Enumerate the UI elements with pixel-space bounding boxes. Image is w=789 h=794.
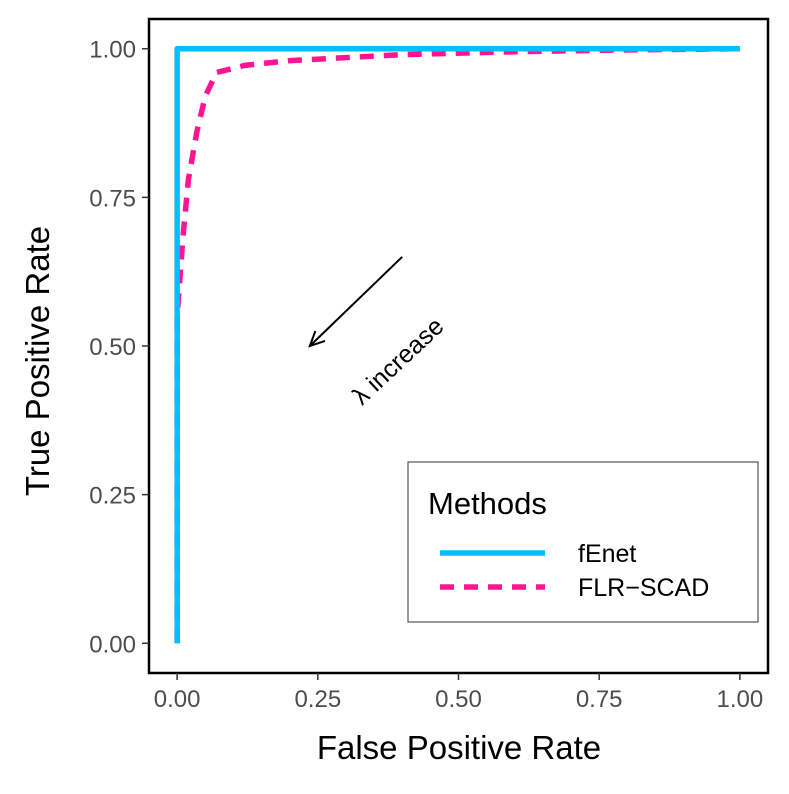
y-tick-label: 1.00: [89, 37, 136, 64]
series-line-flr-scad: [174, 45, 740, 644]
legend-label-fenet: fEnet: [578, 540, 636, 568]
x-tick-label: 0.50: [435, 686, 482, 713]
x-tick-label: 0.00: [154, 686, 201, 713]
y-tick-label: 0.25: [89, 483, 136, 510]
x-axis-title: False Positive Rate: [317, 729, 601, 766]
x-tick-label: 0.25: [294, 686, 341, 713]
legend: Methods fEnet FLR−SCAD: [407, 461, 759, 623]
legend-box: [407, 461, 759, 623]
y-tick-label: 0.00: [89, 631, 136, 658]
series-line-fenet: [174, 45, 740, 644]
legend-title: Methods: [428, 486, 547, 521]
y-tick-label: 0.75: [89, 185, 136, 212]
annotation-arrow: [309, 256, 403, 347]
y-tick-label: 0.50: [89, 334, 136, 361]
y-axis-title: True Positive Rate: [19, 226, 56, 496]
x-tick-label: 1.00: [717, 686, 764, 713]
x-tick-label: 0.75: [576, 686, 623, 713]
legend-label-flr-scad: FLR−SCAD: [578, 574, 709, 602]
annotation-arrowhead: [308, 330, 326, 348]
